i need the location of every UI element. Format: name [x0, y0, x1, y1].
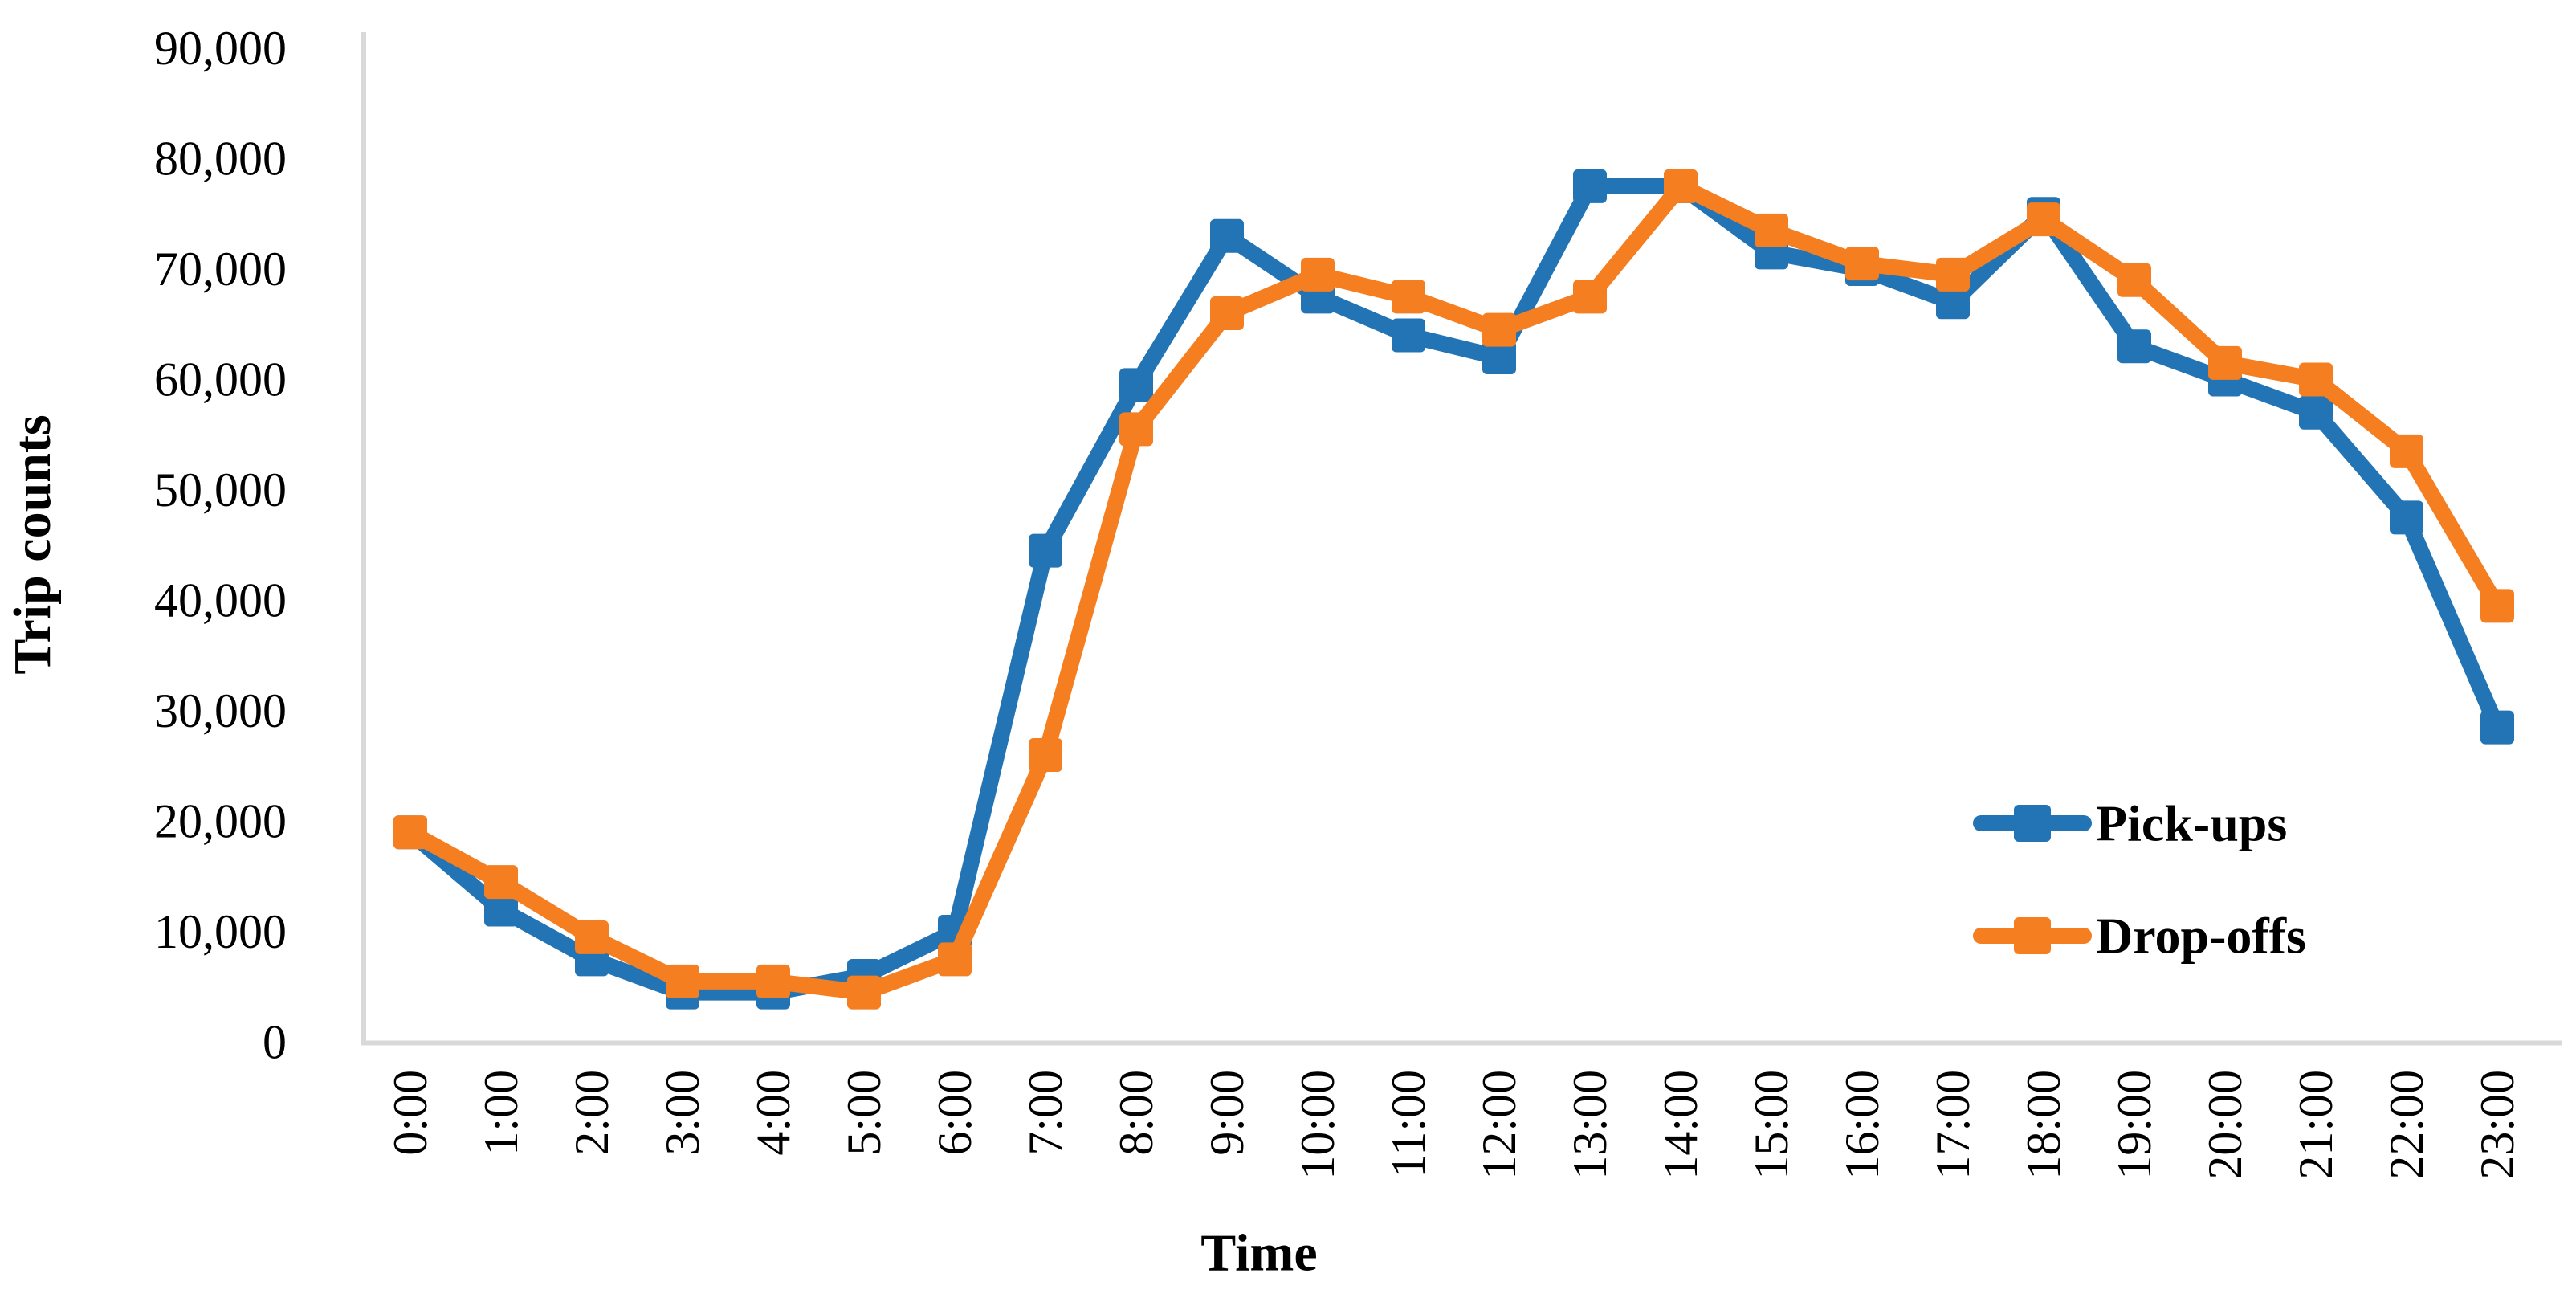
series-marker: [756, 964, 790, 998]
series-marker: [1845, 247, 1879, 281]
series-marker: [2208, 345, 2242, 380]
x-axis-tick-labels: 0:00 1:00 2:00 3:00 4:00 5:00 6:00 7:00 8:00 9:00…: [384, 1070, 2524, 1180]
series-marker: [1392, 318, 1425, 353]
series-marker: [1210, 296, 1244, 330]
series-marker: [2299, 362, 2333, 397]
x-tick-label: 22:00: [2380, 1070, 2433, 1180]
series-marker: [1936, 257, 1970, 292]
series-marker: [1482, 341, 1516, 374]
series-marker: [1664, 169, 1698, 203]
x-tick-label: 2:00: [565, 1070, 618, 1156]
series-marker: [1029, 738, 1062, 772]
y-tick-label: 50,000: [154, 463, 287, 516]
legend: Pick-ups Drop-offs: [1973, 795, 2306, 965]
y-tick-label: 30,000: [154, 684, 287, 737]
x-tick-label: 7:00: [1019, 1070, 1072, 1156]
x-tick-label: 20:00: [2199, 1070, 2252, 1180]
x-tick-label: 13:00: [1563, 1070, 1616, 1180]
x-tick-label: 18:00: [2017, 1070, 2070, 1180]
x-tick-label: 11:00: [1382, 1070, 1435, 1177]
series-marker: [2117, 263, 2151, 297]
legend-label: Pick-ups: [2096, 795, 2287, 852]
y-tick-label: 90,000: [154, 22, 287, 75]
series-marker: [1119, 412, 1153, 447]
x-tick-label: 12:00: [1473, 1070, 1526, 1180]
x-tick-label: 23:00: [2471, 1070, 2524, 1180]
series-marker: [1482, 312, 1516, 347]
series-marker: [484, 865, 518, 900]
series-marker: [1573, 280, 1607, 314]
x-tick-label: 8:00: [1110, 1070, 1163, 1156]
y-axis-title: Trip counts: [3, 414, 62, 674]
x-tick-label: 21:00: [2289, 1070, 2342, 1180]
x-tick-label: 17:00: [1926, 1070, 1979, 1180]
x-tick-label: 0:00: [384, 1070, 437, 1156]
series-marker: [575, 920, 609, 954]
x-tick-label: 5:00: [838, 1070, 891, 1156]
x-axis-title: Time: [1200, 1224, 1317, 1283]
axes: [361, 32, 2562, 1046]
x-tick-label: 10:00: [1291, 1070, 1344, 1180]
series-marker: [393, 815, 427, 850]
series-marker: [1210, 218, 1244, 253]
legend-item: Pick-ups: [1973, 795, 2287, 852]
series-marker: [2117, 329, 2151, 364]
series-line-drop-offs: [402, 178, 2505, 1001]
data-series: [393, 169, 2514, 1010]
series-marker: [1119, 368, 1153, 402]
series-marker: [2390, 500, 2423, 535]
x-tick-label: 4:00: [747, 1070, 800, 1156]
legend-marker-swatch: [2014, 917, 2051, 954]
x-tick-label: 19:00: [2108, 1070, 2161, 1180]
series-marker: [484, 892, 518, 927]
y-tick-label: 70,000: [154, 243, 287, 296]
series-marker: [1392, 280, 1425, 314]
series-marker: [1573, 169, 1607, 203]
y-tick-label: 20,000: [154, 795, 287, 848]
series-marker: [2390, 434, 2423, 468]
x-tick-label: 1:00: [475, 1070, 528, 1156]
series-marker: [1936, 285, 1970, 320]
y-tick-label: 60,000: [154, 353, 287, 406]
y-tick-label: 40,000: [154, 574, 287, 627]
series-marker: [1755, 213, 1788, 247]
legend-label: Drop-offs: [2096, 908, 2306, 965]
x-tick-label: 14:00: [1654, 1070, 1707, 1180]
x-tick-label: 3:00: [656, 1070, 709, 1156]
series-marker: [938, 942, 972, 977]
x-tick-label: 15:00: [1745, 1070, 1798, 1180]
series-marker: [1029, 533, 1062, 568]
series-marker: [666, 964, 699, 998]
series-marker: [2299, 395, 2333, 430]
legend-marker-swatch: [2014, 805, 2051, 842]
series-marker: [2480, 589, 2514, 623]
x-tick-label: 6:00: [928, 1070, 981, 1156]
x-tick-label: 16:00: [1836, 1070, 1889, 1180]
series-marker: [1301, 257, 1335, 292]
series-marker: [2027, 202, 2060, 237]
y-tick-label: 80,000: [154, 133, 287, 186]
y-tick-label: 0: [263, 1016, 287, 1069]
x-tick-label: 9:00: [1200, 1070, 1253, 1156]
y-axis-tick-labels: 0 10,000 20,000 30,000 40,000 50,000 60,000 70,…: [154, 22, 287, 1069]
legend-item: Drop-offs: [1973, 908, 2306, 965]
y-tick-label: 10,000: [154, 905, 287, 958]
series-marker: [2480, 710, 2514, 745]
series-marker: [847, 975, 881, 1010]
